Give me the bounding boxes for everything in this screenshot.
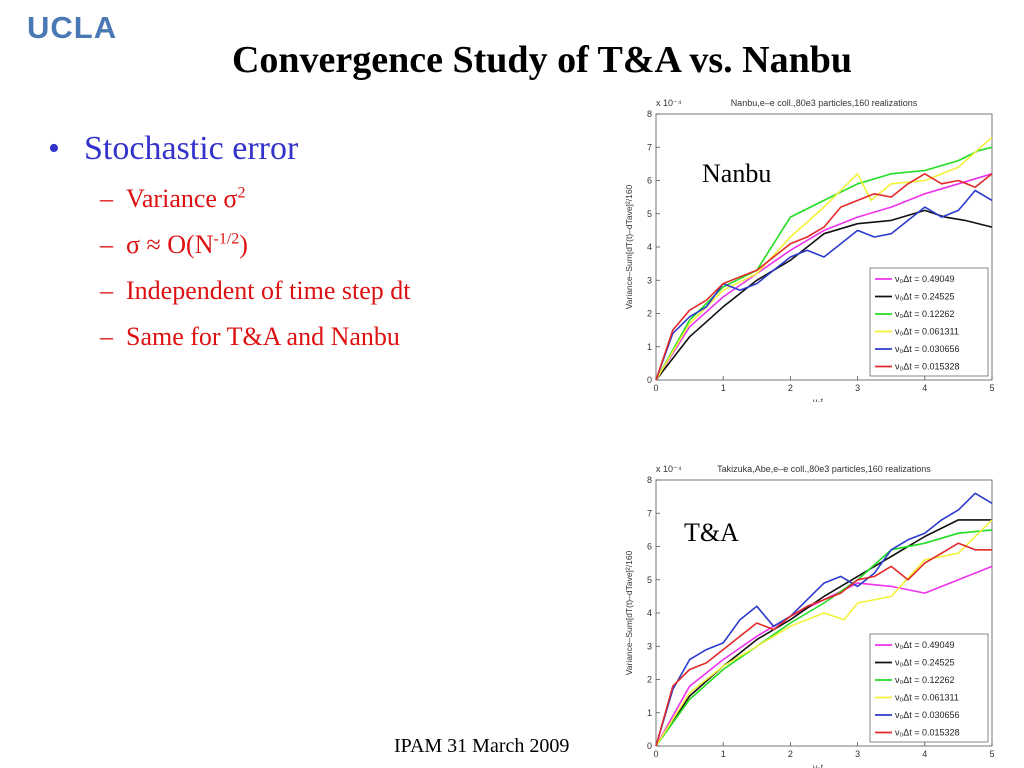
sub-text: Variance σ — [126, 184, 238, 213]
y-tick-label: 5 — [647, 209, 652, 219]
sub-text: Independent of time step dt — [126, 276, 411, 305]
legend-box — [869, 267, 989, 377]
series-line-5 — [655, 173, 993, 381]
legend-label: ν₀Δt = 0.24525 — [895, 292, 955, 302]
footer-date: IPAM 31 March 2009 — [394, 735, 570, 757]
legend-label: ν₀Δt = 0.061311 — [895, 693, 959, 703]
legend-label: ν₀Δt = 0.12262 — [895, 309, 955, 319]
chart-overlay-label: T&A — [684, 518, 739, 547]
y-axis-label: Variance–Sum[dT(t)–dTave]²/160 — [624, 184, 634, 309]
legend-label: ν₀Δt = 0.015328 — [895, 728, 960, 738]
series-line-4 — [655, 189, 993, 381]
series-line-1 — [655, 209, 993, 381]
x-tick-label: 2 — [788, 383, 793, 393]
y-tick-label: 4 — [647, 608, 652, 618]
x-tick-label: 5 — [989, 383, 994, 393]
y-tick-label: 8 — [647, 109, 652, 119]
nanbu-chart: Nanbu,e–e coll.,80e3 particles,160 reali… — [618, 92, 1003, 402]
legend-label: ν₀Δt = 0.49049 — [895, 640, 955, 650]
exponent-label: x 10⁻⁴ — [656, 98, 682, 108]
y-tick-label: 7 — [647, 142, 652, 152]
series-line-5 — [655, 542, 992, 747]
bullet-dot: • — [48, 130, 60, 167]
series-line-1 — [655, 519, 992, 747]
sub-bullet-variance: – Variance σ2 — [100, 184, 410, 214]
series-line-3 — [655, 136, 993, 381]
legend-label: ν₀Δt = 0.12262 — [895, 675, 955, 685]
y-tick-label: 6 — [647, 542, 652, 552]
series-line-2 — [655, 529, 993, 747]
dash: – — [100, 322, 113, 351]
sub-bullet-sigma: – σ ≈ O(N-1/2) — [100, 230, 410, 260]
x-tick-label: 0 — [653, 383, 658, 393]
y-tick-label: 4 — [647, 242, 652, 252]
x-tick-label: 5 — [989, 749, 994, 759]
y-axis-label: Variance–Sum[dT(t)–dTave]²/160 — [624, 550, 634, 675]
sub-sup: 2 — [237, 184, 246, 202]
sub-bullet-independent: – Independent of time step dt — [100, 276, 410, 306]
x-axis-label: ν₀t — [813, 762, 824, 768]
y-tick-label: 6 — [647, 176, 652, 186]
sub-text: σ ≈ O(N — [126, 230, 214, 259]
ta-chart: Takizuka,Abe,e–e coll.,80e3 particles,16… — [618, 458, 1003, 768]
y-tick-label: 0 — [647, 375, 652, 385]
bullet-main-text: Stochastic error — [84, 130, 299, 167]
x-tick-label: 1 — [721, 383, 726, 393]
bullet-list: • Stochastic error – Variance σ2 – σ ≈ O… — [48, 130, 410, 352]
x-axis-label: ν₀t — [813, 396, 824, 402]
bullet-stochastic-error: • Stochastic error — [48, 130, 410, 168]
slide-title: Convergence Study of T&A vs. Nanbu — [231, 39, 853, 81]
chart-overlay-label: Nanbu — [702, 159, 771, 188]
y-tick-label: 0 — [647, 741, 652, 751]
series-line-3 — [655, 519, 993, 747]
chart-svg: Takizuka,Abe,e–e coll.,80e3 particles,16… — [624, 464, 995, 768]
x-tick-label: 2 — [788, 749, 793, 759]
chart-title: Takizuka,Abe,e–e coll.,80e3 particles,16… — [717, 464, 931, 474]
y-tick-label: 1 — [647, 342, 652, 352]
x-tick-label: 3 — [855, 749, 860, 759]
y-tick-label: 5 — [647, 575, 652, 585]
sub-sup: -1/2 — [213, 230, 240, 248]
x-tick-label: 1 — [721, 749, 726, 759]
exponent-label: x 10⁻⁴ — [656, 464, 682, 474]
y-tick-label: 1 — [647, 708, 652, 718]
legend-label: ν₀Δt = 0.24525 — [895, 658, 955, 668]
x-tick-label: 4 — [922, 383, 927, 393]
sub-text: Same for T&A and Nanbu — [126, 322, 400, 351]
x-tick-label: 3 — [855, 383, 860, 393]
ucla-logo: UCLA — [27, 10, 118, 45]
y-tick-label: 7 — [647, 508, 652, 518]
y-tick-label: 3 — [647, 275, 652, 285]
legend-label: ν₀Δt = 0.061311 — [895, 327, 959, 337]
y-tick-label: 3 — [647, 641, 652, 651]
y-tick-label: 2 — [647, 675, 652, 685]
dash: – — [100, 184, 113, 213]
dash: – — [100, 230, 113, 259]
series-line-4 — [655, 492, 993, 747]
legend-label: ν₀Δt = 0.49049 — [895, 274, 955, 284]
y-tick-label: 8 — [647, 475, 652, 485]
legend-label: ν₀Δt = 0.030656 — [895, 710, 960, 720]
legend-box — [869, 633, 989, 743]
dash: – — [100, 276, 113, 305]
chart-title: Nanbu,e–e coll.,80e3 particles,160 reali… — [731, 98, 918, 108]
y-tick-label: 2 — [647, 309, 652, 319]
legend-label: ν₀Δt = 0.015328 — [895, 362, 960, 372]
x-tick-label: 0 — [653, 749, 658, 759]
legend-label: ν₀Δt = 0.030656 — [895, 344, 960, 354]
sub-post: ) — [239, 230, 248, 259]
series-line-0 — [655, 173, 993, 381]
x-tick-label: 4 — [922, 749, 927, 759]
sub-bullet-same: – Same for T&A and Nanbu — [100, 322, 410, 352]
chart-svg: Nanbu,e–e coll.,80e3 particles,160 reali… — [624, 98, 995, 402]
